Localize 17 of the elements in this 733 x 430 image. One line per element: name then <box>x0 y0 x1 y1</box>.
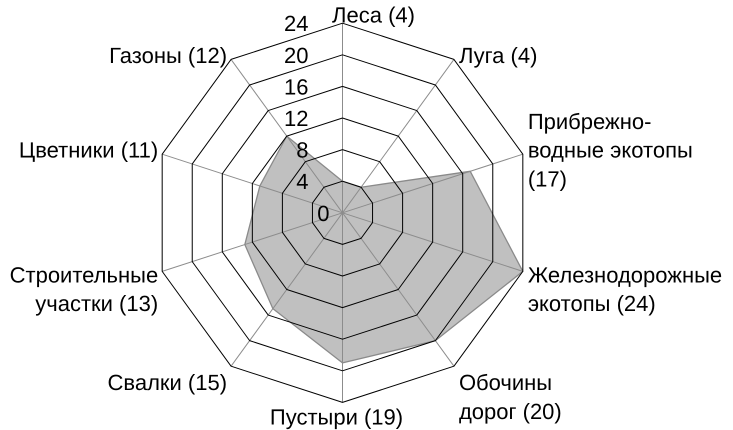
spoke-label: Луга (4) <box>458 42 538 68</box>
spoke-label: Пустыри (19) <box>270 404 404 430</box>
spoke-label: Строительные участки (13) <box>10 262 158 316</box>
spoke-label: Цветники (11) <box>18 138 158 163</box>
spoke-label: Леса (4) <box>332 2 415 28</box>
y-tick-label: 24 <box>284 11 309 36</box>
y-tick-label: 0 <box>317 200 330 226</box>
spoke-label: Железнодорожные экотопы (24) <box>528 262 722 316</box>
y-tick-label: 12 <box>284 106 309 131</box>
y-tick-label: 20 <box>284 42 309 68</box>
spoke-label: Прибрежно- водные экотопы (17) <box>528 108 693 192</box>
y-tick-label: 8 <box>296 138 309 163</box>
y-tick-label: 4 <box>296 169 309 194</box>
spoke-label: Газоны (12) <box>109 42 228 68</box>
spoke-label: Обочины дорог (20) <box>458 370 562 424</box>
y-tick-label: 16 <box>284 74 309 100</box>
spoke-label: Свалки (15) <box>108 370 228 396</box>
